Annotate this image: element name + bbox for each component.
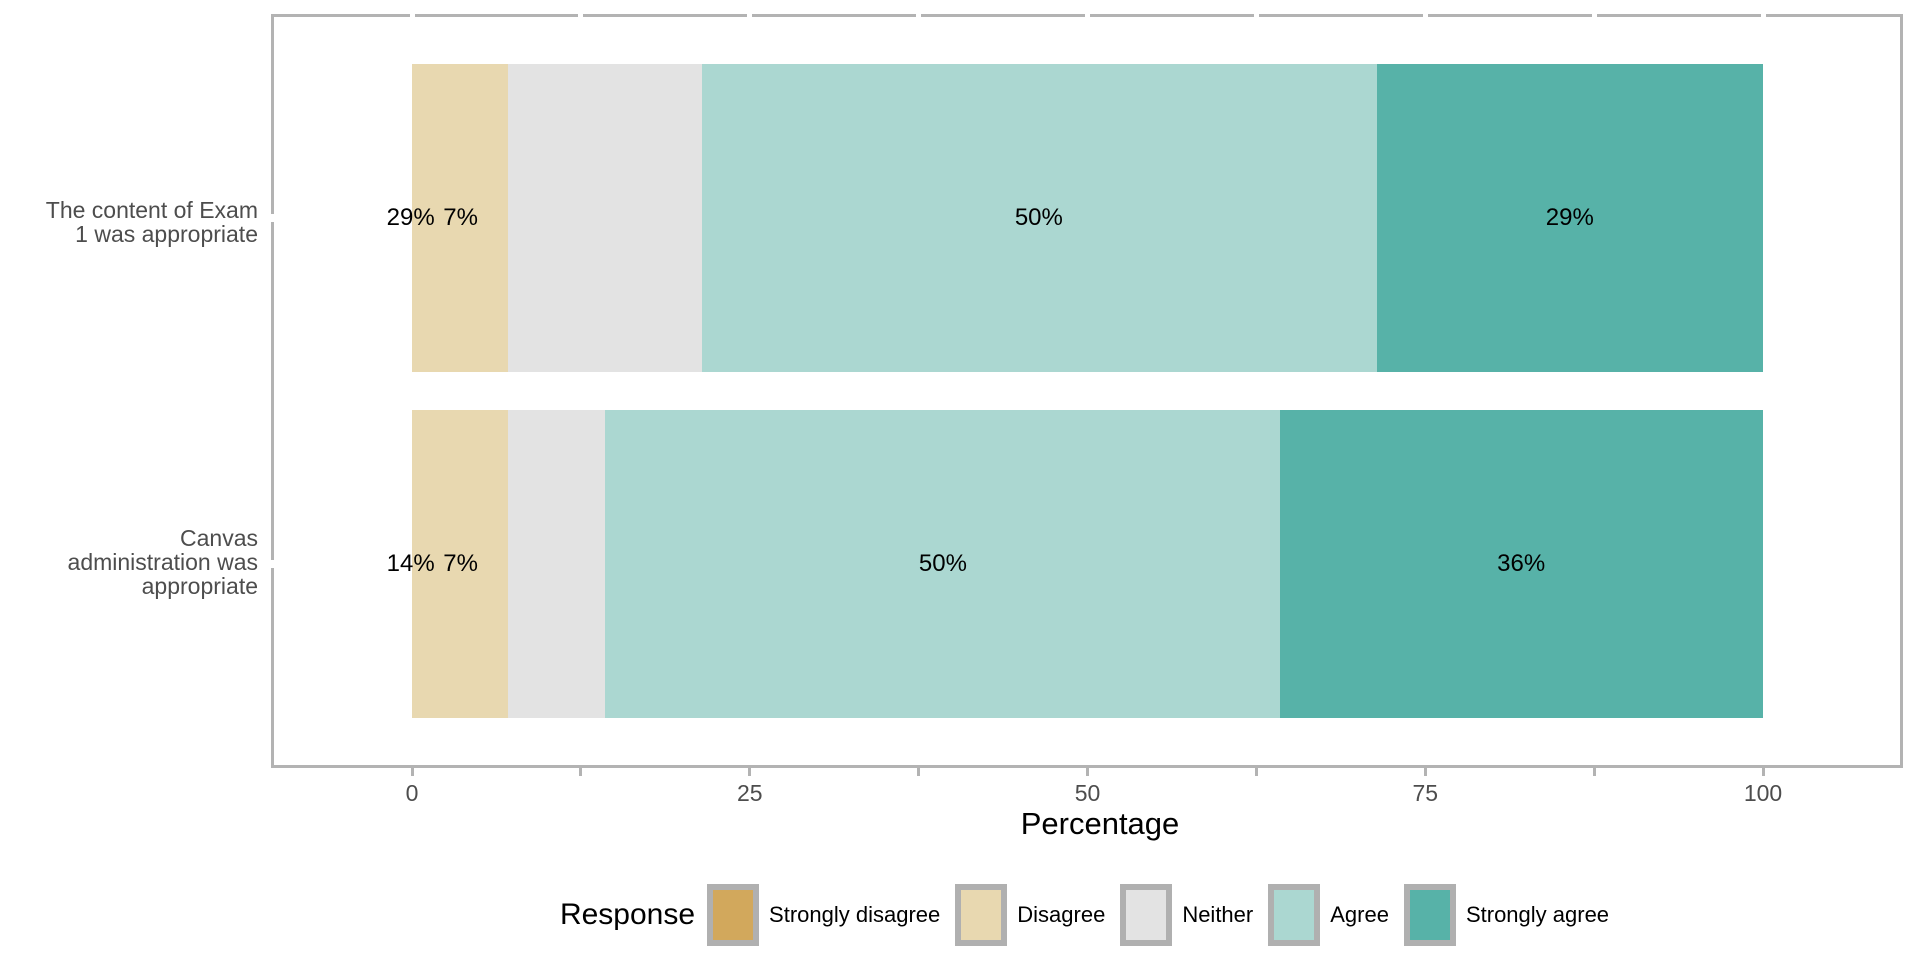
- top-border-tick-gap: [1760, 12, 1766, 20]
- legend-key-agree: [1268, 884, 1321, 946]
- x-axis-tick: [1086, 768, 1089, 776]
- bar-value-label: 50%: [918, 550, 967, 577]
- x-axis-tick-label: 0: [405, 780, 419, 806]
- bar-segment-agree: [701, 64, 1378, 372]
- category-label-2: Canvas administration was appropriate: [68, 526, 258, 598]
- top-border-tick-gap: [1085, 12, 1090, 20]
- legend-key-strongly-agree: [1403, 884, 1456, 946]
- category-label-line: 1 was appropriate: [75, 221, 258, 247]
- x-axis-tick: [1254, 768, 1258, 776]
- bar-row-2: [412, 410, 1763, 718]
- bar-value-label: 7%: [443, 204, 478, 231]
- top-border-tick-gap: [1253, 12, 1259, 20]
- legend-label-strongly-agree: Strongly agree: [1465, 902, 1610, 927]
- legend-label-neither: Neither: [1182, 902, 1254, 927]
- bar-value-label: 14%: [386, 550, 435, 577]
- bar-segment-strongly-agree: [1280, 410, 1763, 718]
- legend: Response Strongly disagree Disagree Neithe…: [0, 882, 1920, 948]
- x-axis-tick: [1761, 768, 1765, 776]
- bar-segment-neither: [508, 64, 702, 372]
- x-axis-tick: [917, 768, 921, 776]
- bar-segment-neither: [508, 410, 605, 718]
- x-axis-tick-label: 75: [1412, 780, 1439, 806]
- bar-value-label: 7%: [443, 550, 478, 577]
- top-border-tick-gap: [1422, 12, 1428, 20]
- bar-segment-agree: [604, 410, 1281, 718]
- category-label-line: Canvas: [180, 525, 258, 551]
- top-border-tick-gap: [409, 12, 415, 20]
- legend-label-agree: Agree: [1330, 902, 1389, 927]
- x-axis-tick: [1423, 768, 1427, 776]
- left-border-tick-gap: [269, 214, 276, 222]
- top-border-tick-gap: [578, 12, 584, 20]
- legend-label-disagree: Disagree: [1017, 902, 1106, 927]
- x-axis-tick: [748, 768, 752, 776]
- top-border-tick-gap: [747, 12, 753, 20]
- bar-value-label: 29%: [1545, 204, 1594, 231]
- bar-segment-disagree: [412, 410, 509, 718]
- x-axis-tick-label: 100: [1743, 780, 1783, 806]
- x-axis-tick-label: 50: [1074, 780, 1101, 806]
- legend-key-strongly-disagree: [707, 884, 760, 946]
- bar-segment-strongly-agree: [1377, 64, 1763, 372]
- legend-items: Strongly disagree Disagree Neither Agree Str…: [707, 884, 1624, 946]
- bar-value-label: 50%: [1014, 204, 1063, 231]
- top-border-tick-gap: [916, 12, 922, 20]
- legend-key-disagree: [955, 884, 1008, 946]
- x-axis-tick: [410, 768, 414, 776]
- legend-key-neither: [1120, 884, 1173, 946]
- bar-segment-disagree: [412, 64, 509, 372]
- x-axis-tick-label: 25: [736, 780, 763, 806]
- category-label-line: administration was: [67, 549, 258, 575]
- category-label-1: The content of Exam 1 was appropriate: [46, 198, 258, 246]
- bar-row-1: [412, 64, 1763, 372]
- category-label-line: appropriate: [141, 573, 258, 599]
- bar-value-label: 36%: [1497, 550, 1546, 577]
- legend-label-strongly-disagree: Strongly disagree: [769, 902, 941, 927]
- legend-title: Response: [559, 898, 696, 931]
- bar-value-label: 29%: [386, 204, 435, 231]
- x-axis-title: Percentage: [1020, 806, 1180, 841]
- top-border-tick-gap: [1591, 12, 1597, 20]
- category-label-line: The content of Exam: [45, 197, 258, 223]
- left-border-tick-gap: [269, 560, 276, 568]
- x-axis-tick: [579, 768, 583, 776]
- x-axis-tick: [1592, 768, 1596, 776]
- legend-inner: Response Strongly disagree Disagree Neithe…: [560, 884, 1624, 946]
